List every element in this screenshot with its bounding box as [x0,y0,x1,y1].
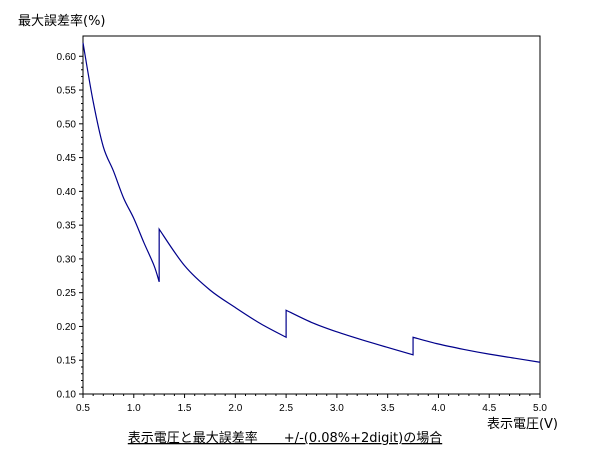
x-tick-label: 4.5 [482,403,496,414]
x-axis-title: 表示電圧(V) [487,417,558,432]
x-tick-label: 2.5 [279,403,293,414]
y-axis-title: 最大誤差率(%) [18,13,106,29]
plot-frame [82,35,541,395]
y-tick-label: 0.20 [57,322,77,333]
x-tick-label: 0.5 [76,403,90,414]
x-tick-label: 1.5 [178,403,192,414]
x-tick-label: 5.0 [533,403,547,414]
y-tick-label: 0.25 [57,288,77,299]
x-tick-label: 3.5 [381,403,395,414]
y-tick-label: 0.55 [57,86,77,97]
y-tick-label: 0.60 [57,52,77,63]
series-line [82,42,541,363]
y-tick-label: 0.40 [57,187,77,198]
y-tick-label: 0.10 [57,390,77,401]
y-tick-label: 0.15 [57,356,77,367]
x-axis: 0.5 1.0 1.5 2.0 2.5 3.0 3.5 4.0 4.5 5.0 [76,394,547,414]
y-tick-label: 0.30 [57,254,77,265]
y-tick-label: 0.50 [57,119,77,130]
x-tick-label: 3.0 [330,403,344,414]
x-tick-label: 2.0 [228,403,242,414]
series-layer [82,42,541,363]
y-tick-label: 0.35 [57,221,77,232]
x-tick-label: 4.0 [431,403,445,414]
y-axis: 0.10 0.15 0.20 0.25 0.30 0.35 0.40 0.45 0.50 0.55… [57,52,83,401]
x-tick-label: 1.0 [127,403,141,414]
chart-caption: 表示電圧と最大誤差率 +/-(0.08%+2digit)の場合 [128,430,442,446]
y-tick-label: 0.45 [57,153,77,164]
